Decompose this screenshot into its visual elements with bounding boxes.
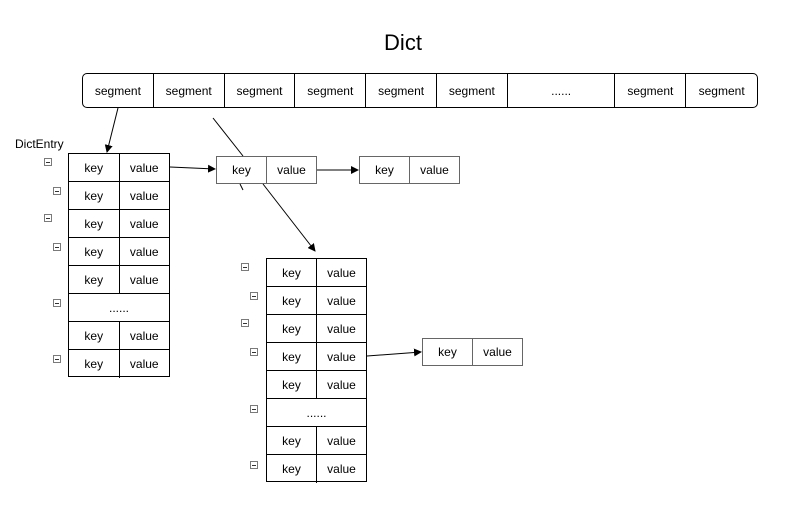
key-cell: key: [69, 182, 120, 209]
collapse-icon[interactable]: [241, 319, 249, 327]
table-row: key value: [69, 322, 169, 350]
key-cell: key: [267, 259, 317, 286]
segment-pointer-line: [212, 117, 244, 157]
value-cell: value: [277, 163, 306, 177]
entry-to-chain-arrow: [366, 348, 422, 357]
table-row: key value: [267, 259, 366, 287]
ellipsis-row: ......: [69, 294, 169, 322]
table-row: key value: [69, 350, 169, 378]
segment-cell: segment: [154, 74, 225, 107]
collapse-icon[interactable]: [53, 299, 61, 307]
segment-cell: segment: [437, 74, 508, 107]
table-row: key value: [267, 427, 366, 455]
value-cell: value: [327, 377, 356, 392]
key-cell: key: [267, 343, 317, 370]
table-row: key value: [267, 455, 366, 483]
segment-cell: segment: [366, 74, 437, 107]
value-cell: value: [483, 345, 512, 359]
collapse-icon[interactable]: [250, 405, 258, 413]
collapse-icon[interactable]: [53, 243, 61, 251]
diagram-title: Dict: [384, 30, 422, 55]
key-cell: key: [267, 455, 317, 483]
ellipsis-cell: ......: [306, 405, 327, 420]
segment-pointer-tail: [239, 183, 244, 191]
table-row: key value: [69, 154, 169, 182]
value-cell: value: [129, 160, 159, 175]
collapse-icon[interactable]: [241, 263, 249, 271]
value-cell: value: [129, 188, 159, 203]
segment-cell: segment: [698, 83, 745, 98]
value-cell: value: [327, 462, 356, 476]
dict-entry-table: key value key value key value key value key v…: [266, 258, 367, 483]
key-cell: key: [267, 371, 317, 398]
collapse-icon[interactable]: [250, 292, 258, 300]
collapse-icon[interactable]: [53, 355, 61, 363]
segment-ellipsis: ......: [508, 74, 616, 107]
key-cell: key: [69, 210, 120, 237]
segment-cell: segment: [83, 74, 154, 107]
entry-to-chain-arrow: [169, 164, 216, 173]
key-cell: key: [69, 266, 120, 293]
key-cell: key: [69, 238, 120, 265]
value-cell: value: [327, 265, 356, 280]
table-row: key value: [267, 343, 366, 371]
key-cell: key: [267, 315, 317, 342]
value-cell: value: [129, 216, 159, 231]
table-row: key value: [267, 287, 366, 315]
key-cell: key: [360, 157, 410, 183]
ellipsis-cell: ......: [108, 300, 129, 315]
value-cell: value: [327, 349, 356, 364]
dict-entry-table: key value key value key value key value key v…: [68, 153, 170, 378]
table-row: key value: [69, 182, 169, 210]
table-row: key value: [69, 238, 169, 266]
value-cell: value: [129, 328, 159, 343]
value-cell: value: [129, 357, 159, 371]
key-cell: key: [69, 322, 120, 349]
value-cell: value: [129, 244, 159, 259]
collapse-icon[interactable]: [44, 214, 52, 222]
table-row: key value: [267, 315, 366, 343]
key-cell: key: [69, 350, 120, 378]
value-cell: value: [327, 433, 356, 448]
key-cell: key: [267, 287, 317, 314]
chain-entry: key value: [359, 156, 460, 184]
collapse-icon[interactable]: [44, 158, 52, 166]
key-cell: key: [267, 427, 317, 454]
segment-to-table-arrow: [104, 107, 119, 153]
ellipsis-row: ......: [267, 399, 366, 427]
table-row: key value: [267, 371, 366, 399]
key-cell: key: [69, 154, 120, 181]
chain-entry: key value: [422, 338, 523, 366]
segment-array: segment segment segment segment segment …: [82, 73, 758, 108]
segment-cell: segment: [615, 74, 687, 107]
key-cell: key: [423, 339, 473, 365]
key-cell: key: [217, 157, 267, 183]
segment-cell: segment: [225, 74, 296, 107]
dict-entry-label: DictEntry: [15, 137, 64, 151]
value-cell: value: [129, 272, 159, 287]
value-cell: value: [327, 321, 356, 336]
chain-entry: key value: [216, 156, 317, 184]
table-row: key value: [69, 266, 169, 294]
value-cell: value: [420, 163, 449, 177]
collapse-icon[interactable]: [250, 461, 258, 469]
value-cell: value: [327, 293, 356, 308]
table-row: key value: [69, 210, 169, 238]
chain-to-table-arrow: [262, 183, 316, 252]
collapse-icon[interactable]: [53, 187, 61, 195]
segment-cell: segment: [295, 74, 367, 107]
collapse-icon[interactable]: [250, 348, 258, 356]
